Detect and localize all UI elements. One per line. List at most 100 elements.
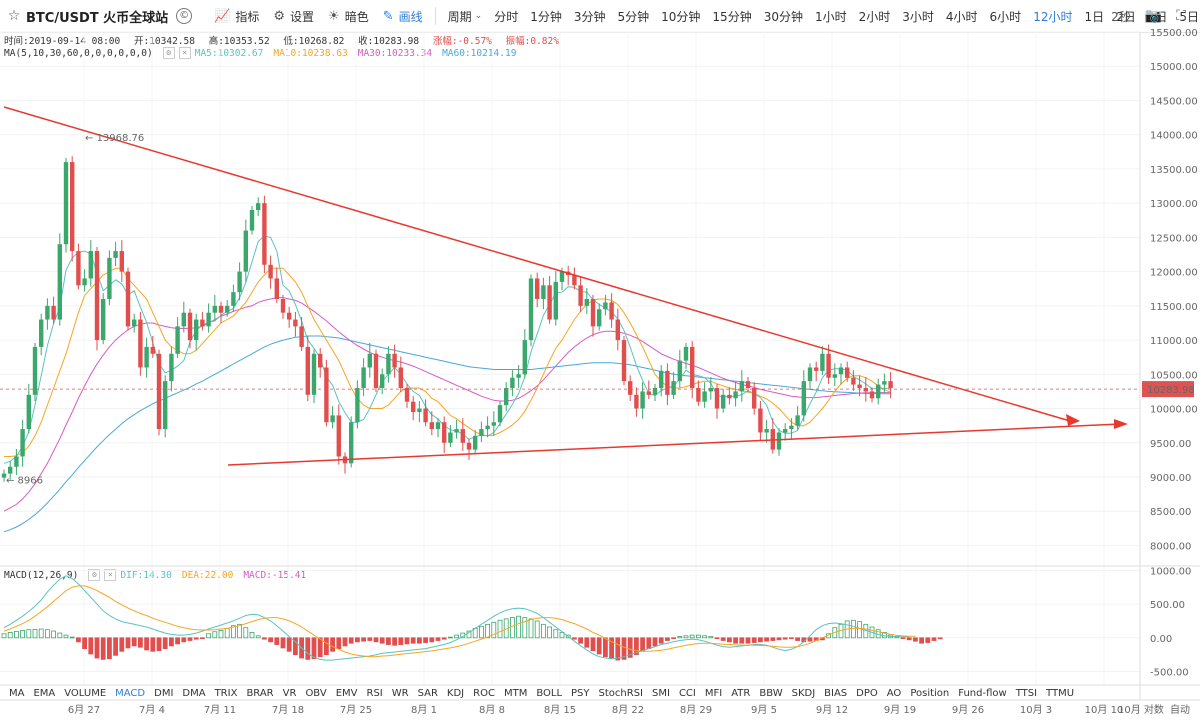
ma-settings-icon[interactable]: ⚙ bbox=[162, 47, 175, 59]
macd-histogram-bar bbox=[268, 637, 274, 643]
candle-body bbox=[20, 429, 25, 457]
timeframe-15[interactable]: 3日 bbox=[1147, 9, 1168, 24]
indicator-bias[interactable]: BIAS bbox=[824, 687, 848, 699]
timeframe-2[interactable]: 3分钟 bbox=[573, 9, 606, 24]
indicator-ttmu[interactable]: TTMU bbox=[1046, 687, 1075, 699]
draw-button[interactable]: ✎ 画线 bbox=[383, 8, 423, 25]
indicator-ttsi[interactable]: TTSI bbox=[1015, 687, 1038, 699]
timeframe-4[interactable]: 10分钟 bbox=[661, 9, 701, 24]
timeframe-8[interactable]: 2小时 bbox=[858, 9, 891, 24]
macd-histogram-bar bbox=[168, 637, 174, 647]
candle-body bbox=[541, 285, 546, 299]
macd-y-tick-label: 1000.00 bbox=[1150, 566, 1191, 577]
indicator-mtm[interactable]: MTM bbox=[503, 687, 528, 699]
macd-histogram-bar bbox=[634, 637, 639, 656]
indicator-volume[interactable]: VOLUME bbox=[64, 687, 107, 699]
candle-body bbox=[758, 408, 763, 433]
timeframe-10[interactable]: 4小时 bbox=[945, 9, 978, 24]
indicator-boll[interactable]: BOLL bbox=[536, 687, 563, 699]
timeframe-14[interactable]: 2日 bbox=[1116, 9, 1136, 24]
candle-body bbox=[603, 302, 608, 310]
timeframe-16[interactable]: 5日 bbox=[1179, 9, 1200, 24]
refresh-interval[interactable]: 2秒 bbox=[1111, 9, 1131, 24]
candle-body bbox=[392, 353, 397, 368]
timeframe-5[interactable]: 15分钟 bbox=[712, 9, 752, 24]
macd-histogram-bar bbox=[57, 632, 63, 639]
timeframe-12[interactable]: 12小时 bbox=[1033, 9, 1073, 24]
indicator-wr[interactable]: WR bbox=[391, 687, 409, 699]
macd-histogram-bar bbox=[572, 637, 577, 640]
indicator-macd[interactable]: MACD bbox=[115, 687, 146, 699]
indicator-roc[interactable]: ROC bbox=[473, 687, 495, 699]
indicator-rsi[interactable]: RSI bbox=[366, 687, 383, 699]
macd-histogram-bar bbox=[646, 637, 652, 649]
macd-histogram-bar bbox=[776, 637, 782, 641]
indicator-position[interactable]: Position bbox=[910, 687, 950, 699]
candle-body bbox=[380, 374, 385, 388]
indicator-bbw[interactable]: BBW bbox=[759, 687, 783, 699]
trendline-lower bbox=[227, 423, 1121, 466]
indicator-sar[interactable]: SAR bbox=[417, 687, 438, 699]
indicators-button[interactable]: 📈 指标 bbox=[214, 8, 259, 25]
ma-close-icon[interactable]: × bbox=[178, 47, 191, 59]
macd-close-icon[interactable]: × bbox=[104, 569, 117, 581]
indicator-smi[interactable]: SMI bbox=[652, 687, 670, 699]
gear-icon: ⚙ bbox=[273, 8, 286, 24]
timeframe-0[interactable]: 分时 bbox=[494, 9, 519, 24]
timeframe-7[interactable]: 1小时 bbox=[814, 9, 847, 24]
indicator-vr[interactable]: VR bbox=[282, 687, 297, 699]
indicator-brar[interactable]: BRAR bbox=[246, 687, 274, 699]
indicator-skdj[interactable]: SKDJ bbox=[791, 687, 816, 699]
candle-body bbox=[491, 422, 496, 426]
fullscreen-icon[interactable]: ⛶ bbox=[1176, 8, 1186, 24]
indicator-stochrsi[interactable]: StochRSI bbox=[598, 687, 643, 699]
macd-settings-icon[interactable]: ⚙ bbox=[88, 569, 101, 581]
timeframe-6[interactable]: 30分钟 bbox=[763, 9, 803, 24]
timeframe-11[interactable]: 6小时 bbox=[989, 9, 1022, 24]
candle-body bbox=[14, 456, 19, 467]
indicator-dmi[interactable]: DMI bbox=[154, 687, 174, 699]
ohlc-open: 开:10342.58 bbox=[133, 36, 195, 47]
camera-icon[interactable]: 📷 bbox=[1144, 8, 1163, 24]
x-tick-label: 8月 15 bbox=[544, 704, 576, 716]
theme-button[interactable]: ☀ 暗色 bbox=[328, 8, 369, 25]
indicator-trix[interactable]: TRIX bbox=[214, 687, 238, 699]
settings-button[interactable]: ⚙ 设置 bbox=[273, 8, 314, 25]
macd-histogram-bar bbox=[7, 632, 13, 639]
indicator-ma[interactable]: MA bbox=[9, 687, 25, 699]
indicator-cci[interactable]: CCI bbox=[678, 687, 696, 699]
candle-body bbox=[187, 312, 193, 341]
star-icon[interactable]: ☆ bbox=[7, 8, 21, 24]
indicator-atr[interactable]: ATR bbox=[731, 687, 751, 699]
indicator-kdj[interactable]: KDJ bbox=[446, 687, 465, 699]
draw-label: 画线 bbox=[398, 9, 423, 24]
period-label: 周期 bbox=[447, 9, 472, 24]
candle-body bbox=[150, 346, 155, 354]
macd-histogram-bar bbox=[330, 637, 336, 652]
candle-body bbox=[510, 377, 515, 388]
indicator-ao[interactable]: AO bbox=[886, 687, 902, 699]
timeframe-13[interactable]: 1日 bbox=[1084, 9, 1105, 24]
indicator-obv[interactable]: OBV bbox=[305, 687, 327, 699]
macd-hist-value: MACD:-15.41 bbox=[243, 569, 307, 581]
indicator-dpo[interactable]: DPO bbox=[856, 687, 878, 699]
macd-histogram-bar bbox=[144, 637, 150, 651]
candle-body bbox=[280, 299, 286, 313]
indicator-fund-flow[interactable]: Fund-flow bbox=[958, 687, 1007, 699]
candle-body bbox=[287, 312, 292, 320]
timeframe-1[interactable]: 1分钟 bbox=[530, 9, 562, 24]
indicator-ema[interactable]: EMA bbox=[33, 687, 56, 699]
macd-label: MACD(12,26,9) bbox=[4, 569, 79, 581]
indicator-emv[interactable]: EMV bbox=[335, 687, 358, 699]
scale-mode-label: 10月 对数 bbox=[1118, 703, 1164, 716]
indicator-psy[interactable]: PSY bbox=[571, 687, 590, 699]
period-dropdown[interactable]: 周期 ⌄ bbox=[448, 8, 483, 25]
indicator-mfi[interactable]: MFI bbox=[704, 687, 723, 699]
indicator-dma[interactable]: DMA bbox=[182, 687, 206, 699]
y-tick-label: 8500.00 bbox=[1150, 507, 1191, 518]
macd-histogram-bar bbox=[348, 637, 354, 644]
timeframe-3[interactable]: 5分钟 bbox=[617, 9, 650, 24]
timeframe-9[interactable]: 3小时 bbox=[902, 9, 934, 24]
info-icon[interactable]: © bbox=[176, 8, 193, 24]
